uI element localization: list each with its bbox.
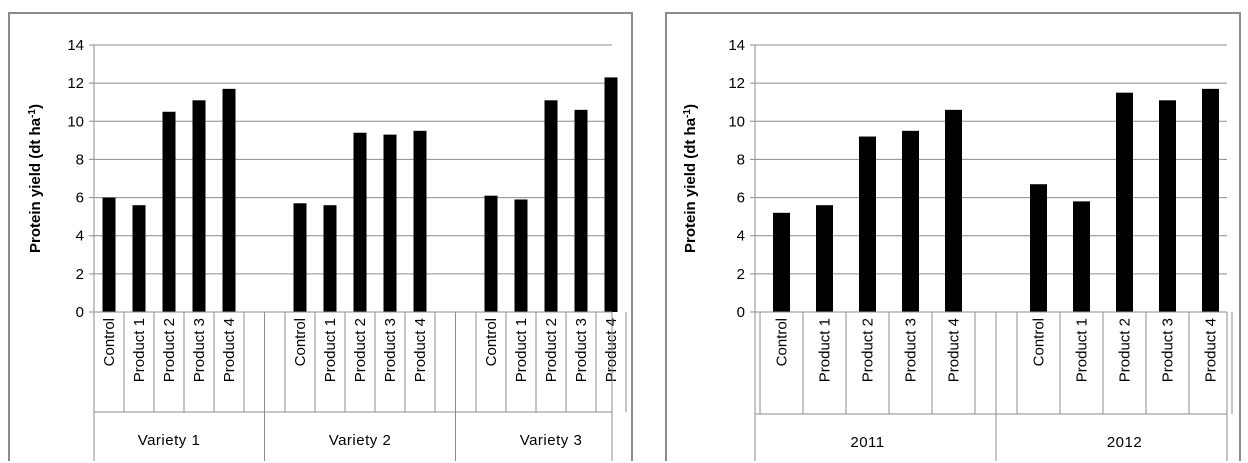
bar	[484, 195, 498, 312]
chart-variety-svg: 0 2 4 6 8 10 12 14 Protein yield (dt ha-1) Contro…	[27, 37, 627, 461]
bar	[859, 136, 876, 312]
y-tick-label: 0	[76, 304, 84, 321]
category-label: Product 3	[1160, 318, 1177, 382]
chart-year: 0 2 4 6 8 10 12 14 Protein yield (dt ha-1) Contro…	[665, 12, 1241, 461]
category-label: Product 1	[817, 318, 834, 382]
bar	[514, 199, 528, 312]
bar	[1202, 88, 1219, 312]
group-label: 2011	[850, 434, 884, 451]
chart-variety: 0 2 4 6 8 10 12 14 Protein yield (dt ha-1) Contro…	[8, 12, 633, 461]
category-label: Product 2	[161, 318, 178, 382]
bar	[102, 197, 116, 312]
bar	[574, 109, 588, 312]
category-label: Product 3	[191, 318, 208, 382]
y-tick-label: 6	[76, 190, 84, 207]
category-label: Product 1	[131, 318, 148, 382]
category-label: Product 3	[573, 318, 590, 382]
category-label: Product 2	[860, 318, 877, 382]
y-tick-label: 12	[728, 75, 745, 92]
y-tick-label: 8	[76, 151, 84, 168]
category-label: Product 2	[543, 318, 560, 382]
y-tick-label: 2	[76, 266, 84, 283]
y-tick-label: 8	[737, 151, 745, 168]
bar	[902, 130, 919, 312]
bar	[222, 88, 236, 312]
bar	[544, 100, 558, 312]
category-label: Product 1	[322, 318, 339, 382]
y-tick-label: 6	[737, 190, 745, 207]
category-label: Control	[292, 318, 309, 366]
y-tick-label: 10	[67, 113, 84, 130]
category-label: Product 3	[382, 318, 399, 382]
category-label: Control	[483, 318, 500, 366]
y-axis-label: Protein yield (dt ha-1)	[682, 104, 700, 253]
category-label: Product 2	[352, 318, 369, 382]
category-label: Product 4	[1203, 318, 1220, 382]
bar	[383, 134, 397, 312]
category-label: Control	[101, 318, 118, 366]
bar	[1030, 184, 1047, 312]
category-label: Product 3	[903, 318, 920, 382]
group-label: 2012	[1107, 434, 1142, 451]
y-tick-label: 0	[737, 304, 745, 321]
category-label: Control	[1031, 318, 1048, 366]
bar	[132, 205, 146, 312]
bar	[1073, 201, 1090, 312]
category-label: Product 4	[946, 318, 963, 382]
y-axis-label: Protein yield (dt ha-1)	[27, 104, 45, 253]
bar	[816, 205, 833, 312]
y-tick-label: 4	[737, 228, 745, 245]
bar	[413, 130, 427, 312]
bar	[945, 109, 962, 312]
y-tick-label: 4	[76, 228, 84, 245]
bar	[293, 203, 307, 312]
category-label: Control	[774, 318, 791, 366]
category-label: Product 1	[1074, 318, 1091, 382]
bar	[1159, 100, 1176, 312]
y-tick-label: 10	[728, 113, 745, 130]
category-label: Product 2	[1117, 318, 1134, 382]
bar	[162, 111, 176, 312]
group-label: Variety 1	[138, 432, 201, 449]
category-label: Product 4	[412, 318, 429, 382]
category-label: Product 1	[513, 318, 530, 382]
y-tick-label: 2	[737, 266, 745, 283]
group-label: Variety 2	[329, 432, 392, 449]
group-label: Variety 3	[520, 432, 583, 449]
bar	[192, 100, 206, 312]
bar	[1116, 92, 1133, 312]
bar	[773, 212, 790, 312]
bar	[323, 205, 337, 312]
y-tick-label: 14	[728, 37, 745, 54]
category-label: Product 4	[221, 318, 238, 382]
bar	[353, 132, 367, 312]
y-tick-label: 14	[67, 37, 84, 54]
bar	[604, 77, 618, 312]
y-tick-label: 12	[67, 75, 84, 92]
chart-year-svg: 0 2 4 6 8 10 12 14 Protein yield (dt ha-1) Contro…	[682, 37, 1233, 461]
